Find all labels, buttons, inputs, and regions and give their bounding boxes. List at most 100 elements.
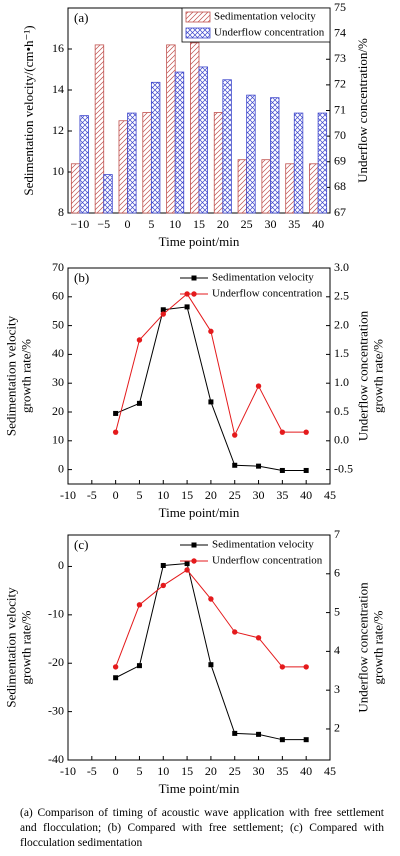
y-tick-label: 0 bbox=[58, 558, 64, 572]
axis-label-line: Sedimentation velocity bbox=[3, 587, 18, 708]
y2-tick-label: 1.5 bbox=[334, 346, 349, 360]
x-tick-label: 5 bbox=[136, 488, 142, 502]
bar bbox=[317, 112, 328, 214]
y-axis-label: Sedimentation velocitygrowth rate/% bbox=[3, 315, 33, 436]
marker bbox=[232, 629, 238, 635]
x-tick-label: 15 bbox=[193, 217, 205, 231]
marker bbox=[232, 462, 238, 468]
y2-axis-label: Underflow concentration/% bbox=[355, 38, 370, 183]
y2-tick-label: 5 bbox=[334, 604, 340, 618]
y-tick-label: 10 bbox=[52, 164, 64, 178]
bar bbox=[142, 112, 152, 214]
bar bbox=[70, 163, 81, 214]
marker bbox=[160, 582, 166, 589]
marker bbox=[136, 663, 142, 669]
y-tick-label: -10 bbox=[48, 607, 64, 621]
bar bbox=[79, 115, 89, 214]
y-tick-label: -40 bbox=[48, 752, 64, 766]
x-tick-label: 25 bbox=[229, 488, 241, 502]
y2-tick-label: 70 bbox=[334, 128, 346, 142]
y-tick-label: 60 bbox=[52, 289, 64, 303]
y-tick-label: 16 bbox=[52, 41, 64, 55]
y-tick-label: 30 bbox=[52, 375, 64, 389]
y2-tick-label: 4 bbox=[334, 643, 340, 657]
y-axis-label: Sedimentation velocity/(cm•h⁻¹) bbox=[21, 25, 36, 195]
axis-label-line: Underflow concentration/% bbox=[355, 38, 370, 183]
marker bbox=[232, 432, 238, 438]
y-tick-label: 10 bbox=[52, 433, 64, 447]
plot-frame bbox=[67, 267, 331, 485]
legend-label: Sedimentation velocity bbox=[212, 539, 314, 551]
y-tick-label: 8 bbox=[58, 205, 64, 219]
series-line bbox=[115, 293, 307, 437]
y2-axis-label: Underflow concentrationgrowth rate/% bbox=[355, 310, 385, 441]
y-tick-label: -20 bbox=[48, 655, 64, 669]
marker bbox=[303, 429, 309, 435]
x-tick-label: 35 bbox=[288, 217, 300, 231]
x-tick-label: 10 bbox=[157, 488, 169, 502]
x-tick-label: -10 bbox=[60, 764, 76, 778]
marker bbox=[208, 328, 214, 335]
marker bbox=[279, 467, 285, 473]
y2-tick-label: 68 bbox=[334, 179, 346, 193]
legend-label: Sedimentation velocity bbox=[214, 11, 316, 23]
marker bbox=[136, 602, 143, 608]
bar bbox=[150, 81, 161, 214]
x-tick-label: 5 bbox=[148, 217, 154, 231]
bar bbox=[118, 120, 128, 214]
axis-label-line: growth rate/% bbox=[18, 610, 33, 684]
y-tick-label: -30 bbox=[48, 703, 64, 717]
axis-label-line: Underflow concentration bbox=[355, 310, 370, 441]
panel-label: (a) bbox=[74, 10, 88, 25]
bar bbox=[94, 44, 105, 214]
marker bbox=[160, 307, 166, 313]
x-tick-label: 35 bbox=[276, 764, 288, 778]
x-axis-label: Time point/min bbox=[159, 505, 240, 520]
legend-label: Underflow concentration bbox=[212, 288, 323, 300]
marker bbox=[279, 429, 286, 435]
y2-tick-label: 67 bbox=[334, 205, 346, 219]
bar bbox=[237, 159, 248, 214]
x-tick-label: 0 bbox=[113, 764, 119, 778]
x-tick-label: 40 bbox=[300, 764, 312, 778]
x-tick-label: 25 bbox=[241, 217, 253, 231]
x-tick-label: −10 bbox=[71, 217, 90, 231]
marker bbox=[136, 400, 142, 406]
marker bbox=[303, 737, 309, 743]
x-tick-label: 30 bbox=[264, 217, 276, 231]
x-tick-label: 25 bbox=[229, 764, 241, 778]
marker bbox=[208, 399, 214, 405]
y2-tick-label: 0.5 bbox=[334, 404, 349, 418]
x-tick-label: 10 bbox=[169, 217, 181, 231]
y2-tick-label: 6 bbox=[334, 566, 340, 580]
x-tick-label: 45 bbox=[324, 764, 336, 778]
x-tick-label: 30 bbox=[253, 488, 265, 502]
marker bbox=[256, 463, 262, 469]
bar bbox=[270, 97, 280, 214]
y-tick-label: 14 bbox=[52, 82, 64, 96]
marker bbox=[255, 635, 262, 641]
y-tick-label: 0 bbox=[58, 461, 64, 475]
marker bbox=[136, 337, 143, 343]
y2-tick-label: 3 bbox=[334, 682, 340, 696]
marker bbox=[303, 467, 309, 473]
x-tick-label: 35 bbox=[276, 488, 288, 502]
y2-tick-label: 71 bbox=[334, 102, 346, 116]
y2-tick-label: 72 bbox=[334, 77, 346, 91]
plot-frame bbox=[67, 534, 331, 761]
bar bbox=[285, 163, 295, 214]
bar bbox=[174, 71, 185, 214]
y-tick-label: 70 bbox=[52, 260, 64, 274]
marker bbox=[184, 561, 190, 567]
series-line bbox=[115, 563, 307, 741]
marker bbox=[279, 737, 285, 743]
bar bbox=[198, 66, 208, 214]
x-tick-label: 15 bbox=[181, 764, 193, 778]
x-tick-label: 40 bbox=[312, 217, 324, 231]
legend-marker bbox=[191, 542, 197, 548]
x-tick-label: -10 bbox=[60, 488, 76, 502]
y-tick-label: 40 bbox=[52, 346, 64, 360]
y2-tick-label: 2.5 bbox=[334, 289, 349, 303]
y-tick-label: 50 bbox=[52, 317, 64, 331]
